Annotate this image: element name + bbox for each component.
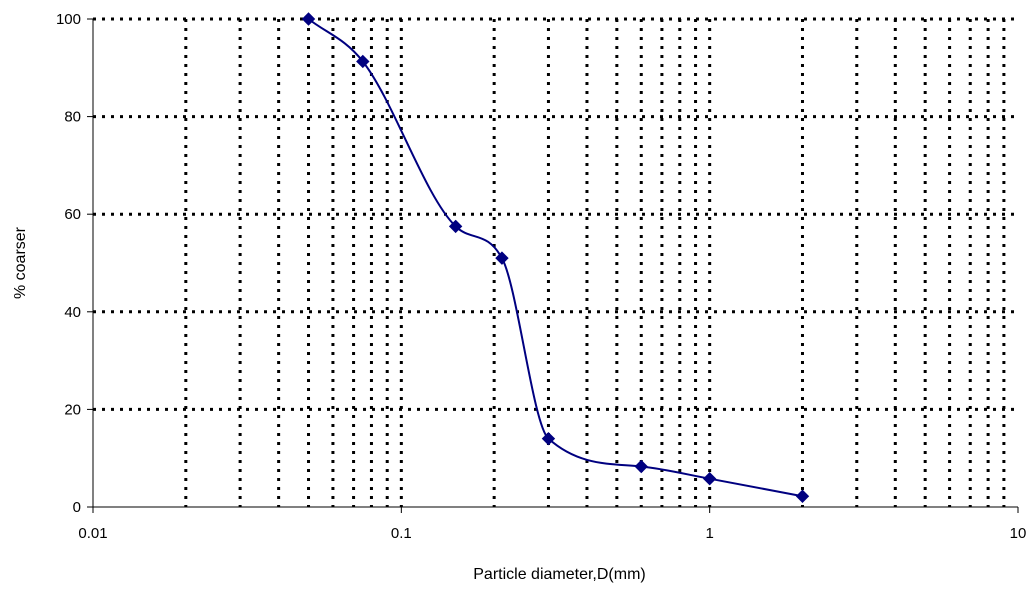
x-tick-label: 0.1 (391, 525, 412, 542)
x-axis-title: Particle diameter,D(mm) (473, 566, 645, 583)
series-line (307, 18, 803, 498)
y-axis-title: % coarser (12, 226, 29, 299)
y-tick-label: 0 (73, 499, 81, 516)
x-tick-labels: 0.01 0.1 1 10 (78, 525, 1026, 542)
y-tick-label: 20 (64, 401, 81, 418)
data-point (634, 459, 648, 474)
data-point (356, 54, 370, 69)
grid (93, 17, 1018, 507)
x-tick-label: 0.01 (78, 525, 107, 542)
axes (87, 18, 1019, 513)
x-tick-label: 10 (1010, 525, 1027, 542)
data-point (301, 12, 316, 26)
data-point (448, 219, 463, 234)
series (301, 12, 810, 503)
y-tick-labels: 0 20 40 60 80 100 (56, 11, 81, 516)
y-tick-label: 40 (64, 304, 81, 321)
data-point (541, 431, 556, 446)
y-tick-label: 60 (64, 206, 81, 223)
x-tick-label: 1 (705, 525, 713, 542)
data-point (795, 489, 810, 503)
y-tick-label: 80 (64, 109, 81, 126)
data-point (495, 251, 509, 265)
data-point (702, 471, 717, 486)
y-tick-label: 100 (56, 11, 81, 28)
